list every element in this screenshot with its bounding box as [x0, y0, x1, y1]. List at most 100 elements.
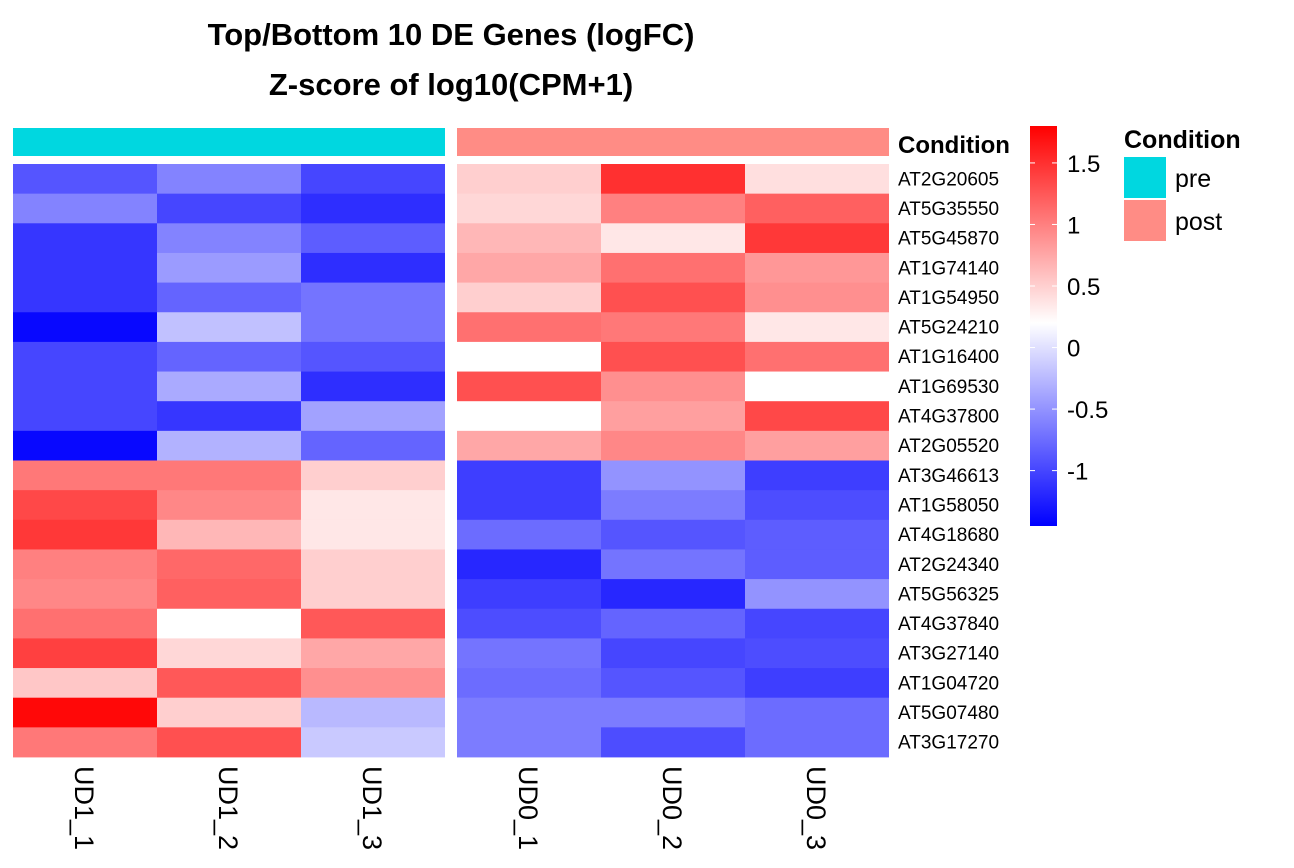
heatmap-cell-AT1G54950-UD0_2: [601, 282, 745, 313]
heatmap-cell-AT3G27140-UD0_1: [457, 638, 601, 669]
heatmap-cell-AT5G35550-UD1_1: [13, 193, 157, 224]
heatmap-cell-AT5G56325-UD1_1: [13, 579, 157, 610]
heatmap-cell-AT1G74140-UD1_2: [157, 252, 301, 283]
heatmap-cell-AT1G74140-UD1_1: [13, 252, 157, 283]
annotation-label: Condition: [898, 132, 1010, 159]
heatmap-cell-AT4G37840-UD1_1: [13, 608, 157, 639]
chart-subtitle: Z-score of log10(CPM+1): [269, 67, 633, 102]
row-label: AT5G35550: [898, 199, 999, 220]
row-label: AT5G56325: [898, 584, 999, 605]
color-scale-legend: 1.5 1 0.5 0 -0.5 -1: [1030, 126, 1108, 526]
heatmap-cell-AT3G27140-UD1_1: [13, 638, 157, 669]
row-label: AT1G04720: [898, 673, 999, 694]
heatmap-cell-AT2G24340-UD0_3: [745, 549, 889, 580]
heatmap-cell-AT2G05520-UD0_2: [601, 430, 745, 461]
annotation-block-pre: [13, 128, 445, 156]
heatmap-cell-AT3G46613-UD0_3: [745, 460, 889, 491]
heatmap-cell-AT5G24210-UD0_2: [601, 312, 745, 343]
heatmap-cell-AT4G37800-UD1_2: [157, 401, 301, 432]
column-label: UD0_2: [657, 766, 687, 850]
heatmap-cell-AT5G56325-UD1_3: [301, 579, 445, 610]
column-label: UD1_1: [69, 766, 99, 850]
row-label: AT2G05520: [898, 436, 999, 457]
heatmap-cells: [13, 164, 889, 758]
color-scale-tick-label: 1: [1067, 212, 1080, 239]
heatmap-cell-AT2G24340-UD1_1: [13, 549, 157, 580]
legend-swatch-post: [1124, 200, 1166, 241]
heatmap-cell-AT5G56325-UD0_1: [457, 579, 601, 610]
heatmap-cell-AT1G04720-UD1_1: [13, 668, 157, 699]
column-label: UD1_3: [357, 766, 387, 850]
heatmap-cell-AT1G16400-UD0_3: [745, 341, 889, 372]
condition-legend-title: Condition: [1124, 126, 1241, 154]
heatmap-cell-AT1G69530-UD0_2: [601, 371, 745, 402]
heatmap-cell-AT3G17270-UD0_3: [745, 727, 889, 758]
heatmap-cell-AT1G16400-UD0_1: [457, 341, 601, 372]
heatmap-cell-AT4G18680-UD1_2: [157, 519, 301, 550]
heatmap-cell-AT2G05520-UD1_1: [13, 430, 157, 461]
row-labels: AT2G20605 AT5G35550 AT5G45870 AT1G74140 AT1G…: [898, 169, 999, 753]
heatmap-cell-AT1G74140-UD0_3: [745, 252, 889, 283]
heatmap-cell-AT3G46613-UD0_2: [601, 460, 745, 491]
heatmap-cell-AT5G07480-UD1_2: [157, 697, 301, 728]
heatmap-cell-AT3G27140-UD0_3: [745, 638, 889, 669]
legend-label-post: post: [1175, 208, 1222, 236]
heatmap-cell-AT3G27140-UD1_2: [157, 638, 301, 669]
heatmap-cell-AT2G20605-UD1_3: [301, 164, 445, 195]
heatmap-cell-AT5G45870-UD0_2: [601, 223, 745, 254]
heatmap-cell-AT3G46613-UD1_2: [157, 460, 301, 491]
heatmap-cell-AT1G04720-UD1_2: [157, 668, 301, 699]
heatmap-cell-AT2G24340-UD1_2: [157, 549, 301, 580]
heatmap-cell-AT1G04720-UD0_1: [457, 668, 601, 699]
row-label: AT5G45870: [898, 229, 999, 250]
heatmap-cell-AT5G07480-UD0_1: [457, 697, 601, 728]
heatmap-cell-AT5G45870-UD0_3: [745, 223, 889, 254]
row-label: AT3G17270: [898, 733, 999, 754]
heatmap-cell-AT4G18680-UD0_3: [745, 519, 889, 550]
heatmap-cell-AT2G20605-UD1_1: [13, 164, 157, 195]
heatmap-cell-AT1G74140-UD0_1: [457, 252, 601, 283]
heatmap-cell-AT2G05520-UD1_3: [301, 430, 445, 461]
heatmap-cell-AT3G17270-UD1_3: [301, 727, 445, 758]
heatmap-cell-AT5G45870-UD0_1: [457, 223, 601, 254]
heatmap-cell-AT5G35550-UD1_3: [301, 193, 445, 224]
color-scale-tick-label: -1: [1067, 459, 1088, 486]
column-label: UD1_2: [213, 766, 243, 850]
heatmap-cell-AT3G27140-UD0_2: [601, 638, 745, 669]
heatmap-cell-AT1G16400-UD1_1: [13, 341, 157, 372]
color-scale-bar: [1030, 126, 1057, 526]
color-scale-tick-label: -0.5: [1067, 397, 1108, 424]
row-label: AT3G46613: [898, 466, 999, 487]
heatmap-cell-AT1G58050-UD1_2: [157, 490, 301, 521]
heatmap-cell-AT4G37840-UD0_3: [745, 608, 889, 639]
row-label: AT4G37840: [898, 614, 999, 635]
heatmap-cell-AT2G05520-UD0_1: [457, 430, 601, 461]
row-label: AT1G69530: [898, 377, 999, 398]
heatmap-cell-AT5G35550-UD1_2: [157, 193, 301, 224]
heatmap-cell-AT4G37800-UD1_1: [13, 401, 157, 432]
row-label: AT4G37800: [898, 407, 999, 428]
heatmap-cell-AT1G54950-UD1_3: [301, 282, 445, 313]
row-label: AT1G54950: [898, 288, 999, 309]
heatmap-cell-AT4G18680-UD1_1: [13, 519, 157, 550]
heatmap-cell-AT3G17270-UD1_1: [13, 727, 157, 758]
heatmap-cell-AT2G20605-UD0_1: [457, 164, 601, 195]
row-label: AT3G27140: [898, 644, 999, 665]
heatmap-cell-AT1G54950-UD1_2: [157, 282, 301, 313]
color-scale-tick-label: 0.5: [1067, 274, 1100, 301]
heatmap-cell-AT4G18680-UD1_3: [301, 519, 445, 550]
heatmap-cell-AT1G04720-UD0_3: [745, 668, 889, 699]
heatmap-cell-AT2G05520-UD0_3: [745, 430, 889, 461]
row-label: AT5G24210: [898, 318, 999, 339]
heatmap-cell-AT3G46613-UD0_1: [457, 460, 601, 491]
heatmap-cell-AT1G58050-UD1_3: [301, 490, 445, 521]
heatmap-cell-AT1G58050-UD0_3: [745, 490, 889, 521]
heatmap-cell-AT2G24340-UD0_2: [601, 549, 745, 580]
heatmap-cell-AT5G45870-UD1_3: [301, 223, 445, 254]
heatmap-cell-AT5G56325-UD0_3: [745, 579, 889, 610]
column-label: UD0_1: [513, 766, 543, 850]
heatmap-cell-AT5G24210-UD1_2: [157, 312, 301, 343]
heatmap-cell-AT1G74140-UD1_3: [301, 252, 445, 283]
color-scale-ticks: 1.5 1 0.5 0 -0.5 -1: [1030, 151, 1108, 486]
